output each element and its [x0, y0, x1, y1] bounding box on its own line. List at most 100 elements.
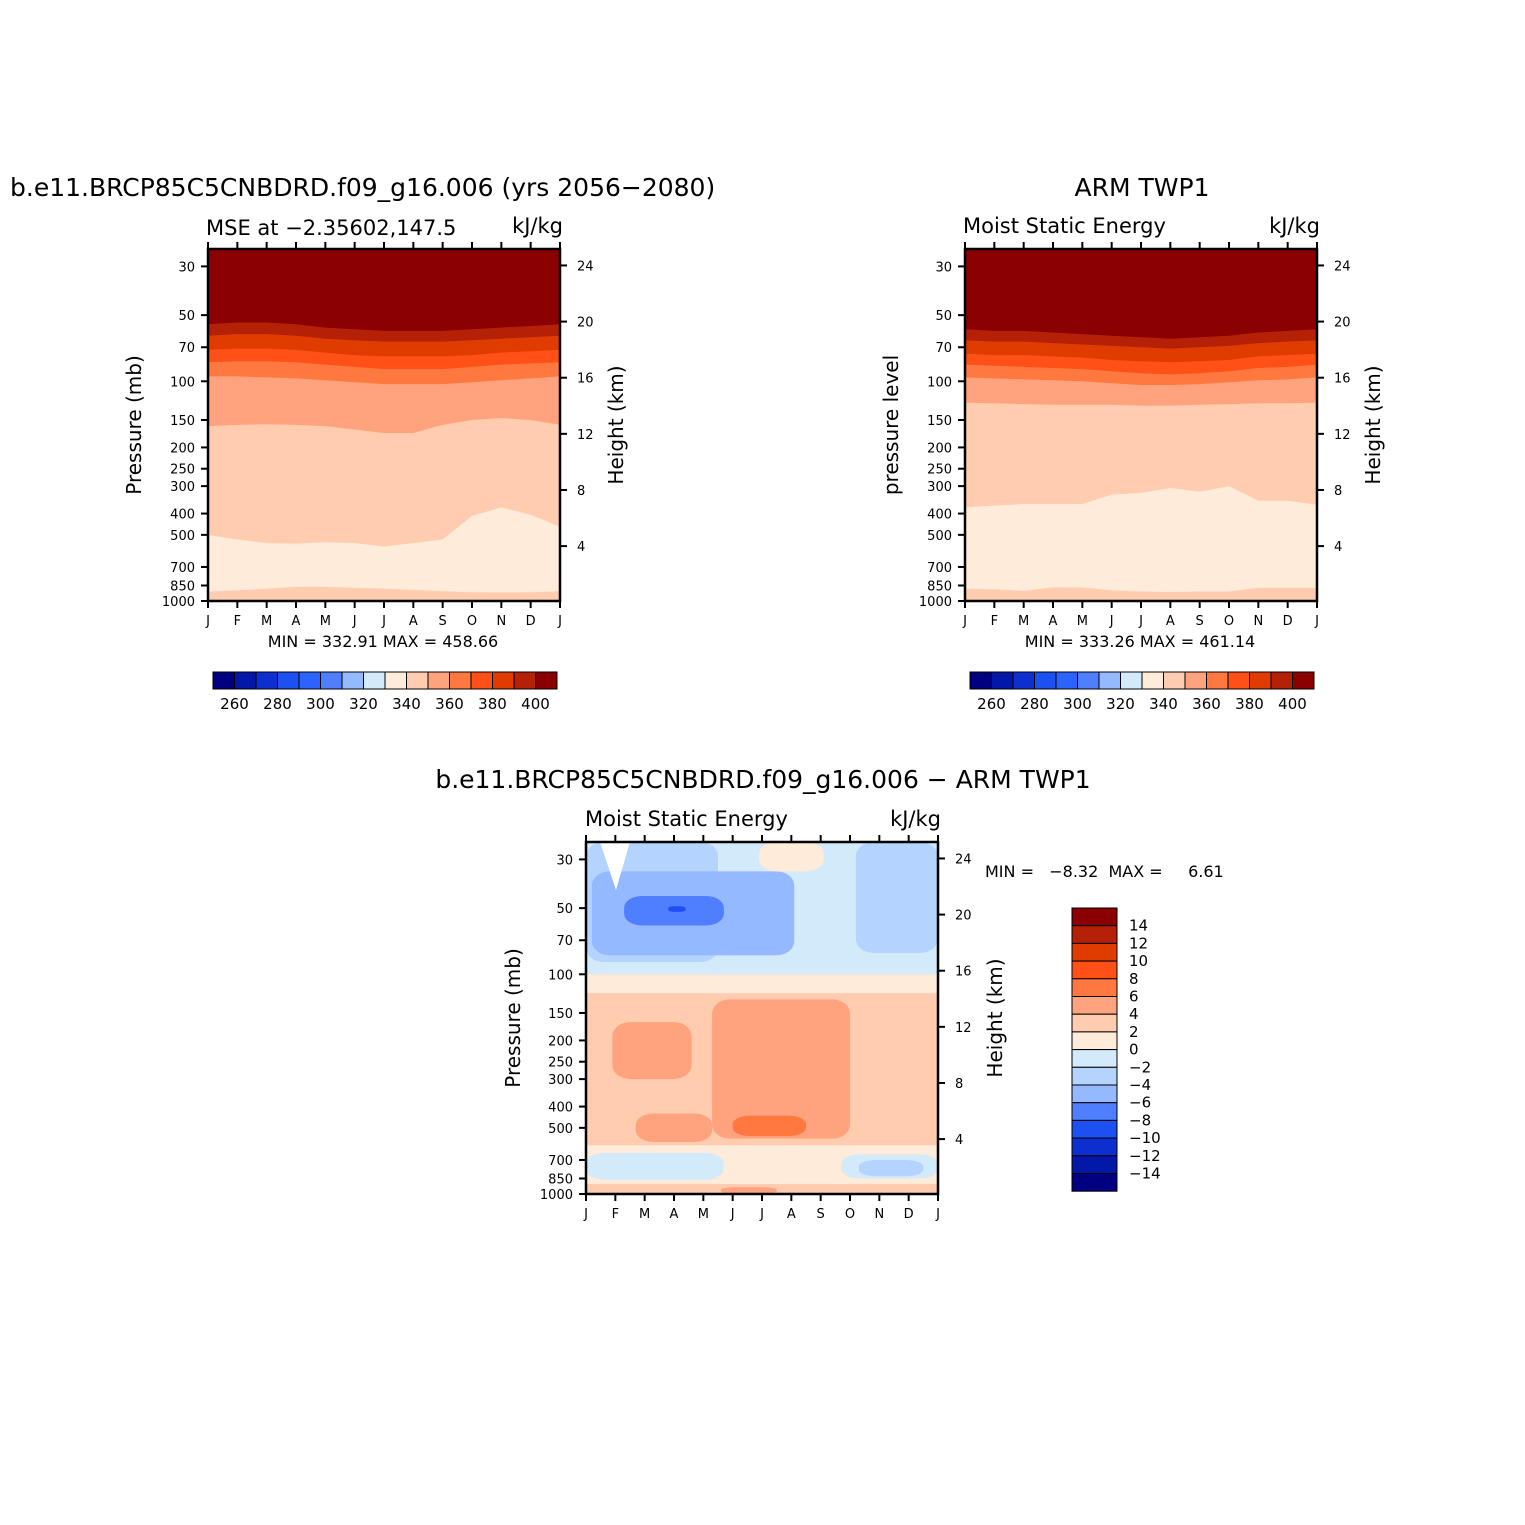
- panel-diff-x-tick-label: A: [670, 1207, 679, 1222]
- panel-model-x-tick-label: N: [496, 614, 506, 629]
- panel-model-colorbar-box: [320, 671, 343, 690]
- panel-diff-colorbar-label: −12: [1129, 1147, 1161, 1165]
- panel-obs-x-tick-label: S: [1196, 614, 1204, 629]
- panel-model-colorbar-box: [449, 671, 472, 690]
- panel-model-x-tick-label: A: [409, 614, 418, 629]
- panel-model-x-tick-label: O: [467, 614, 477, 629]
- panel-obs-colorbar-label: 340: [1149, 695, 1178, 713]
- panel-diff-colorbar-box: [1071, 907, 1118, 927]
- panel-diff-colorbar-box: [1071, 1031, 1118, 1051]
- panel-model-y-tick-label: 200: [170, 441, 195, 456]
- panel-model-x-tick-label: J: [381, 614, 386, 629]
- panel-diff-colorbar-label: −8: [1129, 1111, 1151, 1129]
- panel-model-band->400: [208, 249, 560, 331]
- panel-model-colorbar-box: [298, 671, 321, 690]
- panel-diff-region--4-2: [858, 1159, 924, 1177]
- panel-obs-axes: J F M A M J J A S O N D J 30 50 70 100 150 200 250 300 400 500…: [919, 242, 1351, 629]
- panel-model-axes: J F M A M J J A S O N D J 30 50 70 100 150 200 250 300 400 500…: [162, 242, 594, 629]
- panel-model-colorbar-label: 320: [349, 695, 378, 713]
- panel-obs-x-tick-label: M: [1077, 614, 1088, 629]
- panel-diff-y-tick-label: 150: [548, 1007, 573, 1022]
- panel-obs-colorbar-label: 300: [1063, 695, 1092, 713]
- panel-diff-y-right-tick-label: 16: [955, 965, 972, 980]
- panel-diff-colorbar-label: 6: [1129, 988, 1139, 1006]
- panel-obs-y-tick-label: 100: [927, 375, 952, 390]
- panel-model-colorbar-box: [492, 671, 515, 690]
- panel-diff-x-tick-label: J: [759, 1207, 764, 1222]
- panel-diff-y-right-tick-label: 4: [955, 1133, 963, 1148]
- panel-diff-y-tick-label: 30: [556, 853, 573, 868]
- panel-diff-y-tick-label: 1000: [540, 1188, 573, 1203]
- panel-diff-region--2-0: [586, 1152, 724, 1180]
- panel-diff-x-tick-label: D: [904, 1207, 914, 1222]
- panel-obs-x-tick-label: N: [1253, 614, 1263, 629]
- panel-model-y-tick-label: 50: [178, 309, 195, 324]
- panel-model-x-tick-label: M: [320, 614, 331, 629]
- panel-obs-colorbar-label: 400: [1278, 695, 1307, 713]
- panel-diff-left-string: Moist Static Energy: [585, 807, 788, 831]
- panel-diff-colorbar-label: 4: [1129, 1005, 1139, 1023]
- panel-diff-y-label-right: Height (km): [983, 958, 1007, 1077]
- panel-diff-axes: J F M A M J J A S O N D J 30 50 70 100 150 200 250 300 400 500…: [540, 835, 972, 1222]
- panel-obs-y-right-tick-label: 4: [1334, 540, 1342, 555]
- panel-model-y-tick-label: 70: [178, 341, 195, 356]
- panel-diff-x-tick-label: J: [730, 1207, 735, 1222]
- panel-obs-units: kJ/kg: [1269, 214, 1320, 238]
- panel-diff-colorbar-box: [1071, 1066, 1118, 1086]
- panel-obs-x-tick-label: A: [1166, 614, 1175, 629]
- panel-obs-y-tick-label: 400: [927, 508, 952, 523]
- panel-obs-y-right-tick-label: 12: [1334, 428, 1351, 443]
- panel-obs-colorbar-box: [1077, 671, 1100, 690]
- panel-model-y-tick-label: 1000: [162, 595, 195, 610]
- panel-model-colorbar-label: 380: [478, 695, 507, 713]
- panel-diff-colorbar-box: [1071, 925, 1118, 944]
- panel-obs-colorbar-box: [1206, 671, 1229, 690]
- panel-obs-colorbar-box: [1292, 671, 1315, 690]
- panel-model-x-tick-label: S: [439, 614, 447, 629]
- panel-diff-contour-fill: [586, 842, 938, 1194]
- panel-diff-y-tick-label: 400: [548, 1101, 573, 1116]
- panel-diff-colorbar-box: [1071, 1173, 1118, 1192]
- panel-model-y-tick-label: 250: [170, 463, 195, 478]
- panel-diff-region--4-2: [855, 842, 938, 953]
- panel-obs-colorbar-box: [1163, 671, 1186, 690]
- panel-diff-colorbar-box: [1071, 942, 1118, 962]
- panel-obs-colorbar-box: [1055, 671, 1078, 690]
- panel-diff-x-tick-label: F: [612, 1207, 619, 1222]
- panel-obs-y-tick-label: 30: [935, 260, 952, 275]
- panel-obs-colorbar-label: 320: [1106, 695, 1135, 713]
- panel-obs-x-tick-label: F: [991, 614, 998, 629]
- panel-diff-colorbar-label: 8: [1129, 970, 1139, 988]
- panel-diff-colorbar-label: −2: [1129, 1058, 1151, 1076]
- panel-model-x-tick-label: A: [292, 614, 301, 629]
- panel-model-y-right-tick-label: 16: [577, 372, 594, 387]
- panel-obs-x-tick-label: J: [1138, 614, 1143, 629]
- panel-diff-region-6-8: [732, 1115, 806, 1137]
- panel-diff-y-right-tick-label: 12: [955, 1021, 972, 1036]
- panel-model-colorbar: 260 280 300 320 340 360 380 400: [212, 671, 558, 713]
- panel-obs-y-tick-label: 1000: [919, 595, 952, 610]
- panel-diff-colorbar-box: [1071, 1084, 1118, 1104]
- panel-model-stats: MIN = 332.91 MAX = 458.66: [268, 632, 498, 651]
- panel-diff-y-tick-label: 250: [548, 1056, 573, 1071]
- panel-obs-colorbar: 260 280 300 320 340 360 380 400: [969, 671, 1315, 713]
- panel-diff-y-right-tick-label: 8: [955, 1077, 963, 1092]
- panel-diff-region-4-6: [635, 1113, 713, 1143]
- panel-diff-title: b.e11.BRCP85C5CNBDRD.f09_g16.006 − ARM T…: [435, 765, 1090, 794]
- panel-model: b.e11.BRCP85C5CNBDRD.f09_g16.006 (yrs 20…: [10, 173, 715, 713]
- panel-obs-y-tick-label: 150: [927, 414, 952, 429]
- panel-obs-y-tick-label: 500: [927, 529, 952, 544]
- panel-obs-colorbar-box: [1270, 671, 1293, 690]
- panel-diff-colorbar-box: [1071, 978, 1118, 997]
- panel-obs-x-tick-label: J: [962, 614, 967, 629]
- panel-obs-colorbar-box: [1034, 671, 1057, 690]
- panel-model-y-right-tick-label: 12: [577, 428, 594, 443]
- panel-diff-colorbar-label: 14: [1129, 917, 1148, 935]
- panel-obs-colorbar-label: 260: [977, 695, 1006, 713]
- panel-diff-region-0-2: [586, 974, 938, 994]
- panel-diff-y-right-tick-label: 24: [955, 852, 972, 867]
- panel-obs-colorbar-box: [991, 671, 1014, 690]
- panel-obs-y-tick-label: 250: [927, 463, 952, 478]
